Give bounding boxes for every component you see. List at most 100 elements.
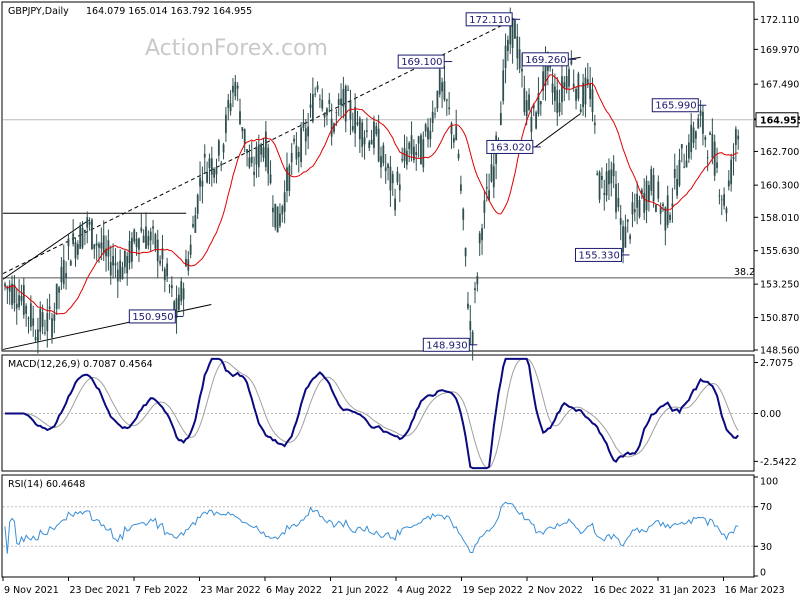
candle-body	[55, 283, 58, 309]
pivot-label-text: 172.110	[469, 15, 510, 26]
candle-body	[39, 308, 42, 332]
candle-body	[295, 145, 298, 160]
candle-body	[697, 118, 700, 129]
candle-body	[424, 124, 427, 132]
candle-body	[138, 238, 140, 250]
candle-body	[464, 247, 467, 257]
candle-body	[511, 18, 514, 48]
candle-body	[373, 121, 375, 148]
candle-body	[243, 128, 246, 144]
pivot-label-text: 155.330	[578, 250, 619, 261]
candle-body	[319, 98, 321, 100]
candle-body	[304, 128, 307, 142]
candle-body	[593, 122, 596, 126]
candle-body	[575, 88, 577, 101]
pivot-label-text: 148.930	[426, 340, 467, 351]
candle-body	[718, 195, 721, 197]
candle-body	[687, 142, 690, 159]
pivot-label-text: 163.020	[490, 142, 531, 153]
pivot-label-box	[128, 309, 176, 324]
candle-body	[100, 242, 103, 249]
candle-body	[525, 100, 528, 117]
candle-body	[217, 140, 220, 156]
x-tick-label: 16 Dec 2022	[594, 585, 655, 596]
candle-body	[568, 69, 570, 87]
candle-body	[523, 88, 526, 112]
candle-body	[490, 164, 493, 182]
candle-body	[131, 237, 133, 262]
candle-body	[182, 288, 185, 300]
candle-body	[384, 167, 387, 171]
candle-body	[662, 204, 664, 206]
pivot-label: 169.260	[521, 52, 577, 67]
candle-body	[542, 71, 545, 91]
candle-body	[650, 169, 653, 191]
candle-body	[476, 276, 479, 285]
candle-body	[123, 250, 126, 268]
candle-body	[544, 54, 547, 86]
candle-body	[648, 185, 650, 202]
candle-body	[213, 169, 216, 178]
candle-body	[253, 171, 255, 175]
candle-body	[41, 312, 44, 327]
candle-body	[530, 117, 533, 132]
candle-body	[699, 110, 702, 116]
price-tick-label: 167.490	[760, 80, 799, 91]
candle-body	[445, 99, 448, 101]
candle-body	[514, 20, 516, 39]
candle-body	[410, 135, 413, 155]
candle-body	[316, 85, 319, 90]
candle-body	[307, 126, 310, 137]
candle-body	[269, 174, 272, 184]
rsi-tick-label: 70	[760, 502, 772, 513]
candle-body	[730, 159, 733, 185]
candle-body	[582, 82, 584, 108]
candle-body	[387, 164, 389, 169]
candle-body	[260, 144, 263, 155]
x-tick-label: 31 Jan 2023	[659, 585, 716, 596]
x-tick-label: 21 Jun 2022	[332, 585, 389, 596]
candle-body	[706, 157, 709, 159]
candle-body	[199, 177, 201, 187]
candle-body	[72, 233, 75, 245]
candle-body	[643, 192, 646, 213]
symbol-title: GBPJPY,Daily	[8, 6, 69, 17]
macd-panel-frame	[1, 354, 755, 472]
candle-body	[408, 142, 411, 149]
candle-body	[116, 269, 119, 282]
rising-support-line	[2, 304, 212, 350]
candle-body	[734, 128, 737, 145]
candle-body	[507, 39, 509, 52]
candle-body	[48, 306, 51, 309]
candle-body	[460, 184, 462, 191]
candle-body	[481, 228, 483, 241]
candle-body	[185, 258, 187, 267]
candle-body	[20, 295, 23, 301]
price-tick-label: 160.300	[760, 181, 799, 192]
candle-body	[572, 83, 575, 88]
candle-body	[133, 229, 136, 242]
candle-body	[173, 301, 176, 310]
candle-body	[673, 169, 676, 178]
candle-body	[149, 231, 152, 241]
candle-body	[554, 86, 556, 101]
candle-body	[29, 303, 32, 327]
x-tick-label: 23 Dec 2021	[70, 585, 131, 596]
price-tick-label: 155.630	[760, 246, 799, 257]
candle-body	[37, 329, 39, 343]
candle-body	[105, 248, 107, 257]
candle-body	[257, 144, 260, 168]
candle-body	[156, 239, 159, 262]
moving-average-line	[4, 74, 739, 315]
candle-body	[51, 318, 53, 338]
candle-body	[363, 137, 366, 145]
candle-body	[711, 134, 714, 158]
pivot-label-box	[422, 337, 470, 352]
fib-level-label: 38.2	[734, 267, 755, 278]
candle-body	[413, 146, 415, 161]
candle-body	[509, 23, 512, 45]
candle-body	[349, 101, 352, 120]
candle-body	[725, 208, 728, 214]
candle-body	[732, 157, 735, 159]
candle-body	[248, 157, 251, 168]
